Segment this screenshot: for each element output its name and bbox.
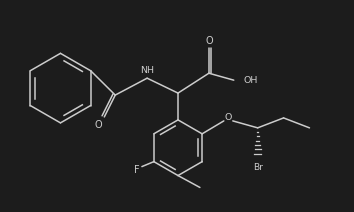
Text: O: O: [95, 120, 102, 130]
Text: O: O: [224, 113, 232, 122]
Text: OH: OH: [244, 76, 258, 85]
Text: O: O: [205, 36, 213, 46]
Text: F: F: [134, 165, 140, 174]
Text: Br: Br: [253, 163, 263, 172]
Text: NH: NH: [140, 66, 154, 75]
